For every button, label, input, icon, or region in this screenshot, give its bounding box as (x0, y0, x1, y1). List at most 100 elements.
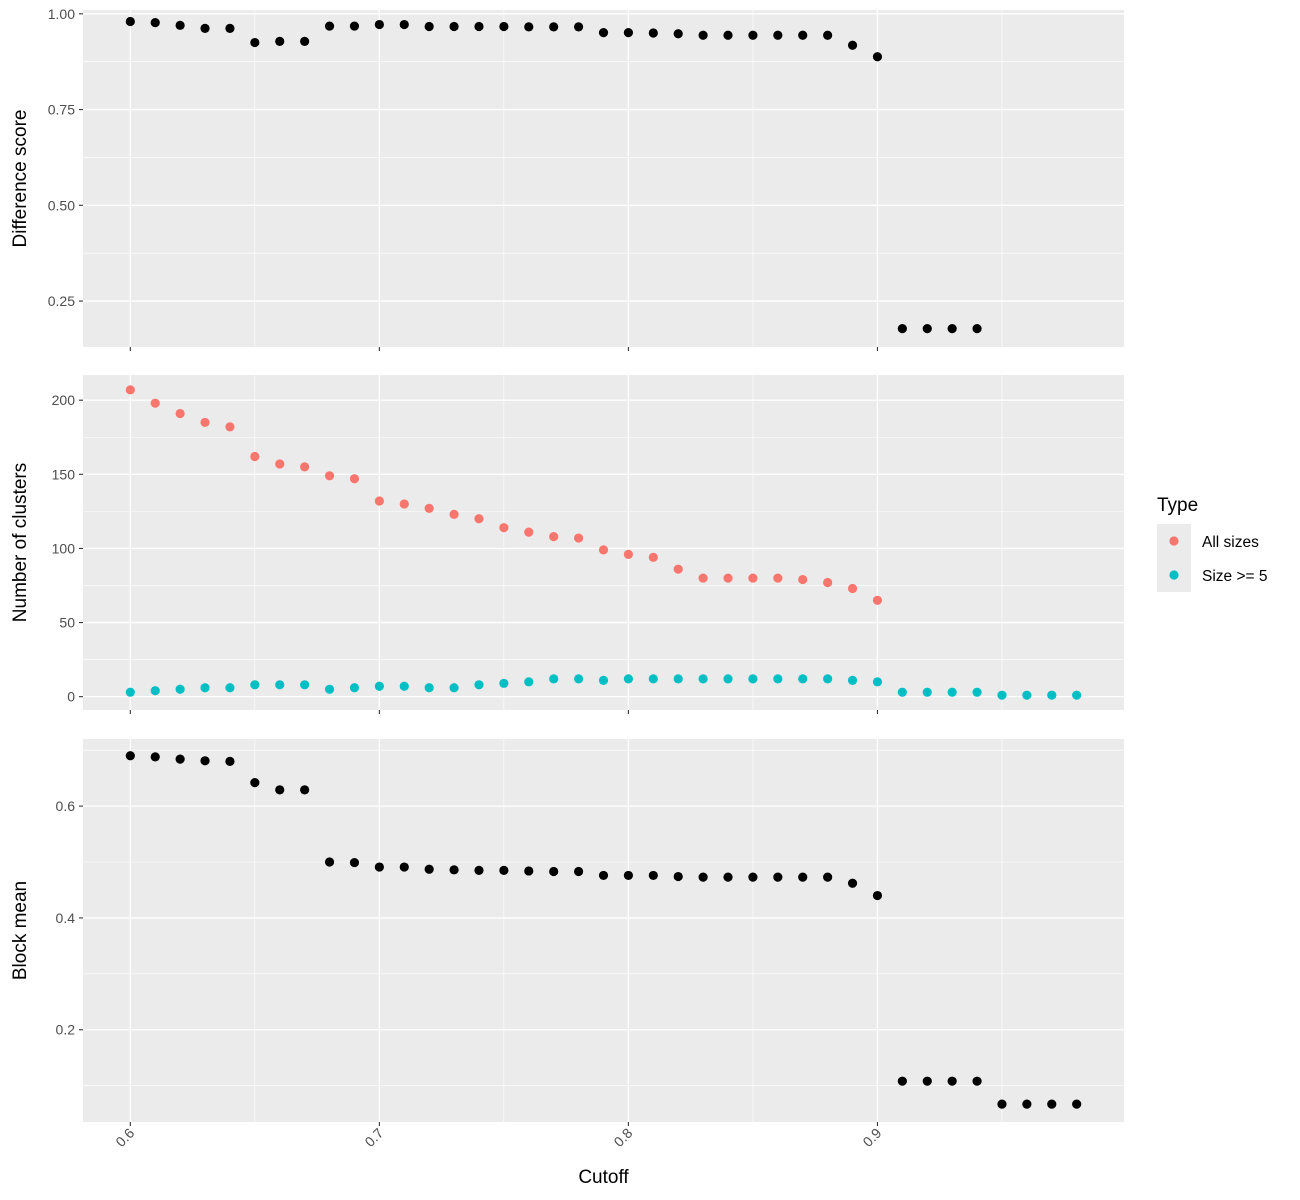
data-point (623, 27, 634, 38)
data-point (872, 595, 883, 605)
data-point (897, 687, 907, 697)
panel-background (83, 375, 1124, 710)
data-point (598, 545, 609, 555)
data-point (598, 870, 609, 881)
data-point (250, 37, 260, 48)
data-point (723, 30, 733, 40)
data-point (524, 677, 534, 687)
data-point (573, 22, 584, 32)
data-point (424, 864, 434, 874)
data-point (972, 324, 982, 334)
data-point (1047, 690, 1057, 700)
x-tick-label: 0.6 (112, 1125, 137, 1150)
data-point (823, 674, 833, 684)
data-point (773, 573, 783, 583)
data-point (499, 865, 509, 875)
series-all-sizes (125, 385, 883, 605)
data-point (549, 674, 559, 684)
y-tick-label: 0.6 (56, 798, 76, 814)
x-tick-label: 0.7 (361, 1125, 386, 1150)
data-point (549, 531, 559, 542)
data-point (773, 674, 783, 684)
data-point (798, 674, 808, 684)
data-point (872, 677, 883, 687)
data-point (200, 683, 210, 693)
data-point (499, 21, 509, 32)
data-point (947, 324, 957, 334)
legend-key-point (1169, 536, 1179, 546)
data-point (872, 52, 883, 62)
data-point (250, 451, 260, 462)
data-point (823, 577, 833, 588)
data-point (175, 684, 185, 694)
y-tick-label: 0.25 (48, 293, 75, 309)
data-point (947, 1076, 957, 1086)
y-axis-title: Number of clusters (10, 463, 31, 622)
data-point (324, 471, 335, 481)
data-point (324, 857, 335, 867)
data-point (300, 36, 310, 47)
data-point (723, 674, 733, 684)
data-point (823, 872, 833, 882)
data-point (698, 30, 708, 40)
data-point (773, 872, 783, 882)
data-point (449, 509, 459, 519)
data-point (573, 674, 584, 684)
panel-3: 0.2 0.4 0.6 Block mean (10, 739, 1124, 1126)
data-point (474, 21, 484, 32)
data-point (847, 878, 858, 888)
data-point (922, 1076, 932, 1086)
data-point (673, 29, 683, 39)
data-point (225, 23, 235, 33)
data-point (424, 21, 434, 32)
data-point (275, 680, 285, 690)
data-point (1047, 1099, 1057, 1109)
data-point (673, 871, 683, 882)
data-point (598, 675, 609, 685)
data-point (449, 865, 459, 875)
data-point (250, 680, 260, 690)
y-tick-label: 200 (52, 392, 76, 408)
data-point (125, 751, 135, 761)
y-tick-label: 0.2 (56, 1022, 76, 1038)
data-point (698, 872, 708, 882)
data-point (798, 30, 808, 40)
data-point (300, 785, 310, 795)
data-point (1072, 690, 1082, 700)
y-tick-label: 0.4 (56, 910, 76, 926)
data-point (623, 674, 634, 684)
data-point (922, 324, 932, 334)
y-tick-label: 0.75 (48, 102, 75, 118)
data-point (897, 324, 907, 334)
data-point (997, 1099, 1007, 1109)
y-axis-title: Block mean (10, 881, 31, 980)
data-point (150, 18, 160, 28)
series-points (125, 16, 982, 334)
data-point (200, 23, 210, 33)
data-point (125, 687, 135, 697)
data-point (374, 496, 384, 506)
data-point (524, 866, 534, 876)
data-point (275, 459, 285, 469)
data-point (349, 21, 360, 31)
data-point (972, 1076, 982, 1086)
data-point (349, 683, 360, 693)
y-tick-label: 50 (59, 615, 75, 631)
data-point (125, 16, 135, 27)
panel-background (83, 739, 1124, 1122)
data-point (972, 687, 982, 697)
y-axis-title: Difference score (10, 110, 31, 248)
y-tick-label: 0.50 (48, 197, 75, 213)
data-point (798, 872, 808, 882)
data-point (997, 690, 1007, 700)
data-point (1072, 1099, 1082, 1109)
data-point (324, 21, 335, 31)
data-point (623, 549, 634, 559)
data-point (524, 527, 534, 537)
data-point (748, 674, 758, 684)
data-point (374, 19, 384, 30)
data-point (424, 503, 434, 514)
data-point (748, 30, 758, 40)
data-point (250, 778, 260, 788)
data-point (698, 573, 708, 583)
